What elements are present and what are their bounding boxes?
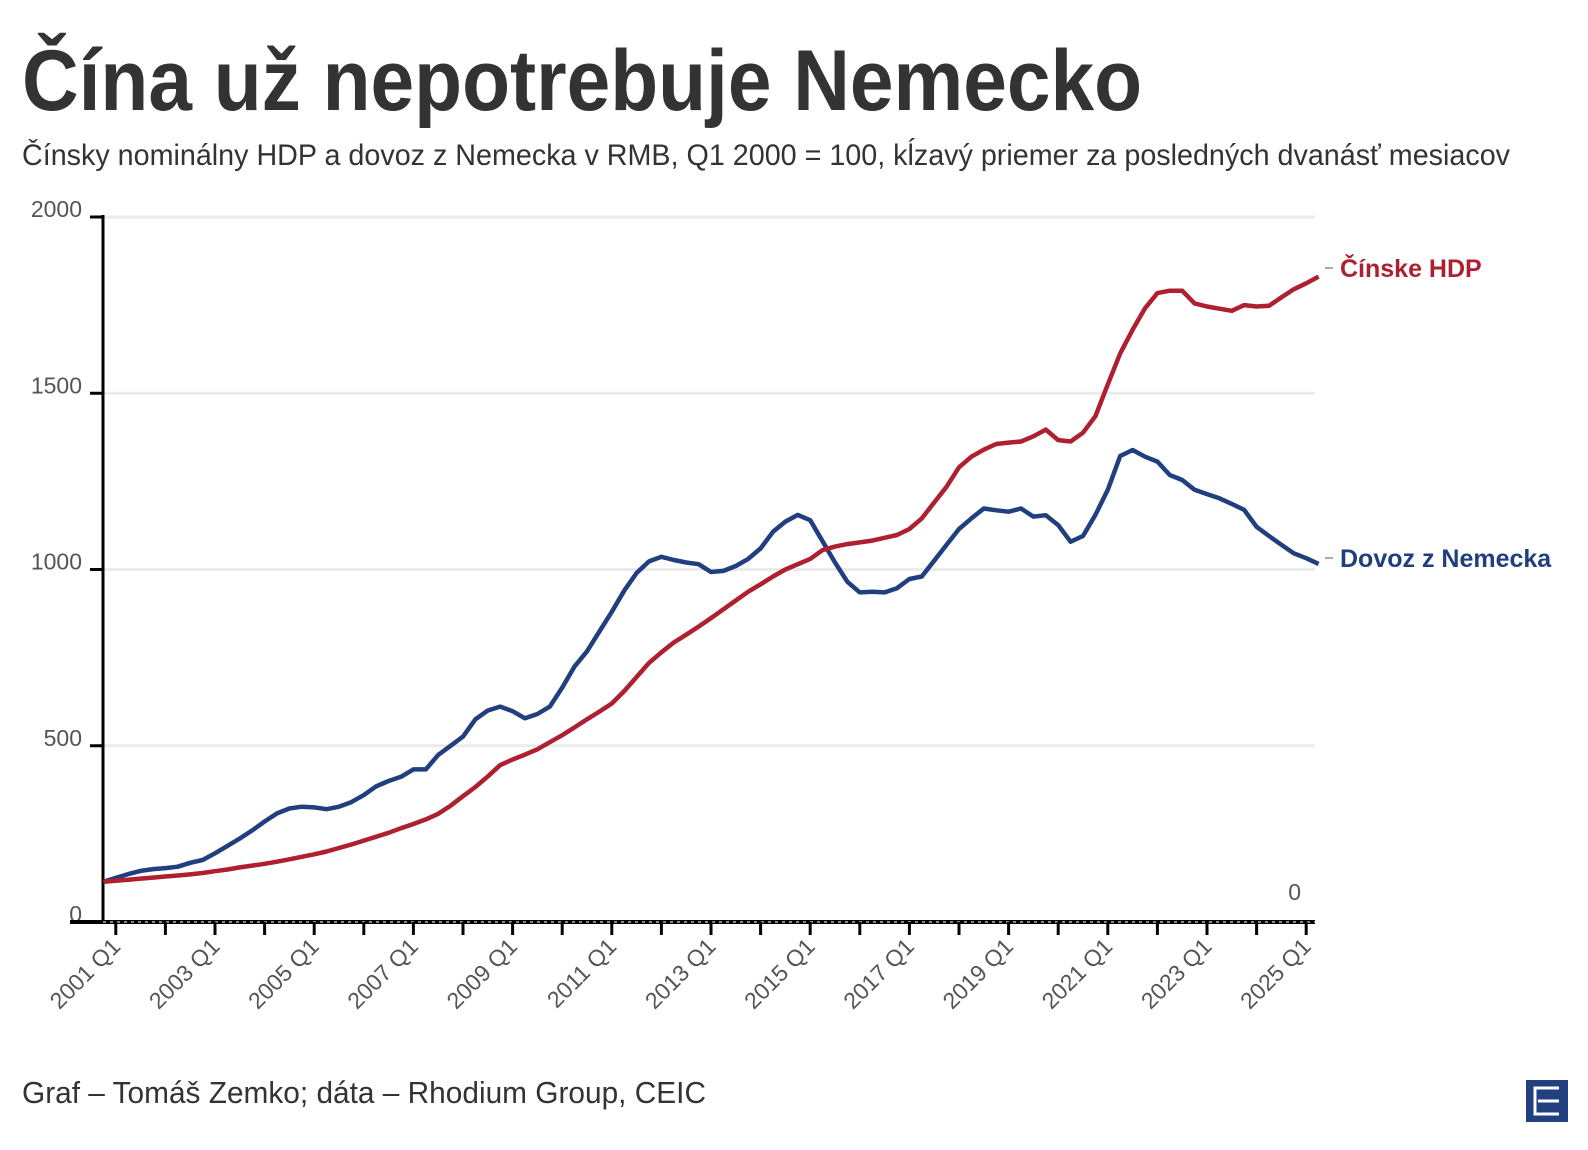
x-tick-label: 2019 Q1 (937, 933, 1018, 1014)
x-tick-label: 2005 Q1 (243, 933, 324, 1014)
gridlines (103, 215, 1315, 748)
x-tick-label: 2017 Q1 (838, 933, 919, 1014)
x-tick-label: 2011 Q1 (542, 933, 622, 1013)
y-tick-label: 2000 (31, 196, 82, 222)
right-zero-label: 0 (1288, 879, 1301, 905)
series-lines (102, 274, 1320, 885)
chart-subtitle: Čínsky nominálny HDP a dovoz z Nemecka v… (22, 138, 1510, 172)
x-tick-label: 2021 Q1 (1037, 933, 1118, 1014)
x-tick-label: 2003 Q1 (144, 933, 225, 1014)
x-tick-label: 2015 Q1 (739, 933, 820, 1014)
publisher-logo-e-icon (1526, 1080, 1568, 1122)
y-tick-label: 500 (44, 725, 82, 751)
y-tick-label: 1500 (31, 372, 82, 398)
series-line-imports (102, 447, 1320, 884)
x-axis-ticks: 2001 Q1 2003 Q1 2005 Q1 2007 Q1 2009 Q1 2011 … (45, 922, 1316, 1014)
series-label-gdp: Čínske HDP (1340, 253, 1482, 283)
x-tick-label: 2009 Q1 (441, 933, 522, 1014)
x-tick-label: 2001 Q1 (45, 933, 126, 1014)
y-tick-label: 1000 (31, 549, 82, 575)
x-tick-label: 2013 Q1 (640, 933, 721, 1014)
x-tick-label: 2025 Q1 (1235, 933, 1316, 1014)
series-line-gdp (103, 274, 1320, 885)
series-label-imports: Dovoz z Nemecka (1340, 545, 1552, 573)
source-footer: Graf – Tomáš Zemko; dáta – Rhodium Group… (22, 1075, 706, 1110)
chart-title: Čína už nepotrebuje Nemecko (22, 33, 1142, 129)
x-tick-label: 2023 Q1 (1136, 933, 1217, 1014)
x-tick-label: 2007 Q1 (342, 933, 423, 1014)
